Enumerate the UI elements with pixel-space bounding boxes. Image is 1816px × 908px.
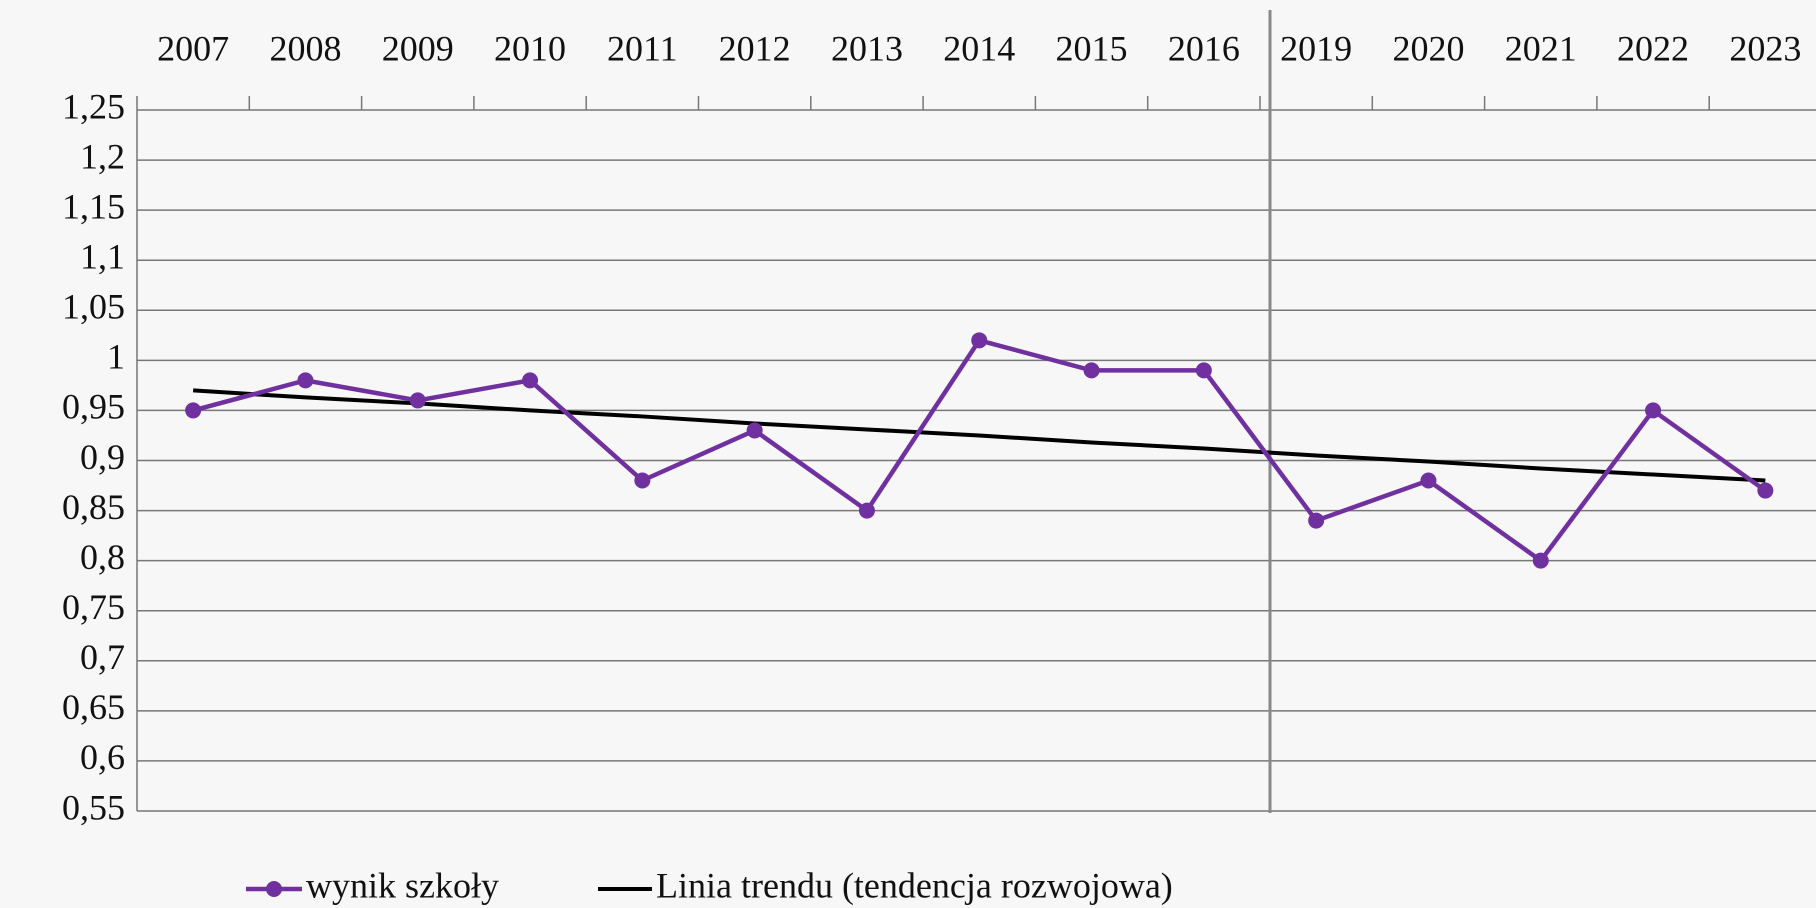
- legend-label: Linia trendu (tendencja rozwojowa): [656, 865, 1173, 905]
- legend-marker: [266, 881, 282, 897]
- x-tick-label: 2008: [269, 28, 341, 68]
- x-tick-label: 2014: [943, 28, 1015, 68]
- y-tick-label: 0,6: [80, 737, 125, 777]
- point: [1645, 402, 1662, 419]
- point: [409, 392, 426, 409]
- point: [1532, 552, 1549, 569]
- point: [971, 332, 988, 349]
- series-line: [192, 337, 1767, 564]
- y-tick-label: 1,1: [80, 236, 125, 276]
- y-tick-label: 0,65: [62, 687, 125, 727]
- point: [297, 372, 314, 389]
- y-tick-label: 1,2: [80, 136, 125, 176]
- point: [1195, 362, 1212, 379]
- x-tick-label: 2011: [607, 28, 678, 68]
- point: [1420, 472, 1437, 489]
- x-tick-label: 2021: [1505, 28, 1577, 68]
- trend-line: [193, 388, 1766, 483]
- y-tick-label: 0,8: [80, 537, 125, 577]
- y-tick-label: 1,05: [62, 287, 125, 327]
- x-tick-label: 2022: [1617, 28, 1689, 68]
- x-tick-label: 2010: [494, 28, 566, 68]
- x-tick-label: 2007: [157, 28, 229, 68]
- point: [1308, 512, 1325, 529]
- x-tick-label: 2015: [1056, 28, 1128, 68]
- point: [185, 402, 202, 419]
- x-tick-label: 2016: [1168, 28, 1240, 68]
- y-tick-label: 0,95: [62, 387, 125, 427]
- legend-label: wynik szkoły: [306, 865, 499, 905]
- point: [522, 372, 539, 389]
- point: [1083, 362, 1100, 379]
- point: [634, 472, 651, 489]
- point: [1757, 482, 1774, 499]
- x-tick-label: 2009: [382, 28, 454, 68]
- y-tick-label: 1,25: [62, 86, 125, 126]
- x-tick-label: 2019: [1280, 28, 1352, 68]
- point: [858, 502, 875, 519]
- x-tick-label: 2013: [831, 28, 903, 68]
- y-tick-label: 0,55: [62, 787, 125, 827]
- x-tick-label: 2020: [1392, 28, 1464, 68]
- y-tick-label: 1: [107, 337, 125, 377]
- y-tick-label: 0,9: [80, 437, 125, 477]
- y-tick-label: 0,7: [80, 637, 125, 677]
- y-tick-label: 0,75: [62, 587, 125, 627]
- y-tick-label: 0,85: [62, 487, 125, 527]
- x-tick-label: 2023: [1729, 28, 1801, 68]
- x-tick-label: 2012: [719, 28, 791, 68]
- point: [746, 422, 763, 439]
- y-tick-label: 1,15: [62, 186, 125, 226]
